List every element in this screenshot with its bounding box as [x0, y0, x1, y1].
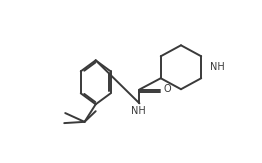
Text: O: O [163, 84, 171, 94]
Text: NH: NH [131, 106, 146, 117]
Text: NH: NH [210, 62, 225, 72]
